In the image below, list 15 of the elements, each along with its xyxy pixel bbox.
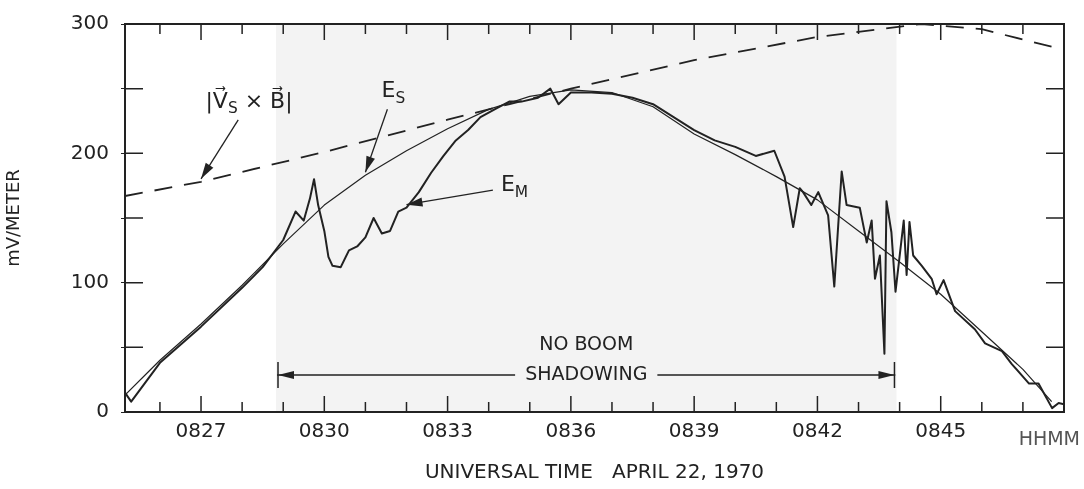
x-axis-title: UNIVERSAL TIME APRIL 22, 1970 [424, 459, 765, 484]
y-tick-label: 300 [70, 10, 109, 35]
x-tick-label: 0833 [422, 418, 474, 443]
x-tick-label: 0845 [915, 418, 967, 443]
x-tick-label: 0842 [791, 418, 843, 443]
y-tick-label: 200 [70, 139, 109, 164]
x-tick-label: 0830 [298, 418, 350, 443]
y-tick-label: 0 [96, 398, 109, 423]
x-tick-label: 0836 [545, 418, 597, 443]
band-label: NO BOOM SHADOWING [525, 331, 648, 384]
y-axis-title: mV/METER [2, 169, 24, 267]
y-tick-label: 100 [70, 268, 109, 293]
text: HHMM [1018, 426, 1080, 449]
x-tick-label: 0839 [668, 418, 720, 443]
x-tick-label: 0827 [175, 418, 227, 443]
